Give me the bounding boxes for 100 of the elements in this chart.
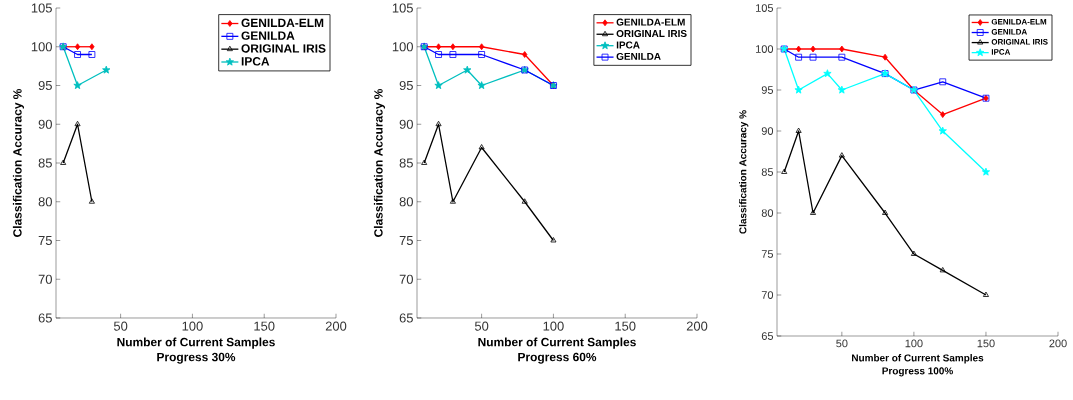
point [435, 51, 442, 58]
x-tick-label: 50 [113, 321, 128, 331]
point [939, 78, 947, 86]
point [810, 209, 817, 215]
point [89, 43, 95, 51]
point [810, 45, 816, 53]
point [982, 291, 989, 297]
legend-label: IPCA [616, 41, 640, 49]
point [74, 51, 81, 58]
y-tick-label: 85 [761, 168, 774, 176]
point [421, 159, 428, 165]
y-tick-label: 65 [761, 332, 774, 340]
point [463, 65, 472, 74]
x-tick-label: 100 [905, 339, 923, 348]
point [981, 167, 991, 176]
x-axis-title: Number of Current Samples [852, 354, 984, 364]
y-axis-title: Classification Accuracy % [739, 110, 749, 234]
y-tick-label: 85 [38, 158, 52, 168]
y-tick-label: 100 [392, 42, 413, 52]
x-tick-label: 200 [686, 321, 708, 331]
legend-label: GENILDA [616, 52, 661, 60]
point [450, 43, 456, 51]
y-axis-title: Classification Accuracy % [373, 88, 386, 237]
y-tick-label: 80 [38, 197, 52, 207]
x-tick-label: 150 [254, 321, 275, 331]
x-tick-label: 200 [1049, 339, 1067, 348]
y-tick-label: 105 [756, 4, 774, 12]
point [449, 51, 457, 58]
y-tick-label: 90 [399, 119, 413, 129]
y-tick-label: 70 [761, 291, 774, 299]
point [838, 152, 845, 158]
point [882, 53, 888, 61]
point [910, 250, 917, 256]
point [477, 81, 486, 90]
x-tick-label: 150 [615, 321, 636, 331]
y-tick-label: 75 [399, 235, 413, 246]
text: Progress 30% [157, 352, 236, 364]
point [781, 168, 788, 174]
point [478, 43, 485, 51]
legend-label: ORIGINAL IRIS [616, 30, 687, 38]
x-axis-title: Number of Current Samples [117, 337, 275, 349]
x-tick-label: 50 [836, 339, 848, 348]
y-tick-label: 95 [399, 80, 413, 91]
y-axis-title: Classification Accuracy % [12, 88, 25, 237]
y-tick-label: 80 [761, 209, 774, 217]
point [809, 53, 817, 61]
point [838, 53, 846, 61]
point [478, 144, 485, 150]
point [823, 69, 832, 78]
y-tick-label: 75 [38, 235, 52, 246]
y-tick-label: 90 [761, 127, 774, 135]
point [794, 85, 803, 94]
point [88, 51, 96, 58]
point [478, 51, 486, 58]
y-tick-label: 100 [756, 45, 774, 53]
point [839, 45, 845, 53]
point [74, 43, 81, 51]
point [837, 85, 846, 94]
y-tick-label: 65 [399, 313, 413, 323]
x-tick-label: 100 [182, 321, 203, 331]
x-tick-label: 150 [977, 339, 995, 348]
text: Progress 60% [518, 352, 597, 364]
point [102, 65, 111, 74]
y-tick-label: 80 [399, 197, 413, 207]
point [88, 198, 95, 204]
text: Progress 100% [882, 367, 953, 377]
point [60, 159, 67, 165]
y-tick-label: 95 [38, 80, 52, 91]
point [73, 81, 82, 90]
y-tick-label: 90 [38, 119, 52, 129]
legend-label: GENILDA-ELM [616, 18, 685, 26]
y-tick-label: 65 [38, 313, 52, 323]
x-tick-label: 200 [325, 321, 347, 331]
point [522, 51, 528, 58]
x-tick-label: 50 [474, 321, 489, 331]
y-tick-label: 70 [399, 274, 413, 284]
point [435, 120, 442, 127]
y-tick-label: 75 [761, 250, 774, 258]
point [940, 111, 946, 118]
x-axis-title: Number of Current Samples [478, 337, 636, 349]
point [795, 53, 803, 61]
y-tick-label: 95 [761, 86, 774, 94]
legend-label: GENILDA-ELM [241, 18, 324, 28]
x-tick-label: 100 [543, 321, 564, 331]
legend-label: IPCA [241, 57, 270, 66]
y-tick-label: 105 [31, 3, 52, 13]
point [521, 198, 528, 204]
legend-label: ORIGINAL IRIS [241, 44, 326, 53]
point [795, 127, 802, 133]
legend-label: GENILDA [241, 31, 295, 40]
point [939, 267, 946, 273]
point [449, 198, 456, 204]
point [550, 237, 557, 243]
point [882, 209, 889, 215]
point [795, 45, 802, 53]
point [938, 126, 947, 135]
point [434, 81, 443, 90]
point [74, 120, 81, 127]
y-tick-label: 100 [31, 42, 52, 52]
point [435, 43, 442, 51]
